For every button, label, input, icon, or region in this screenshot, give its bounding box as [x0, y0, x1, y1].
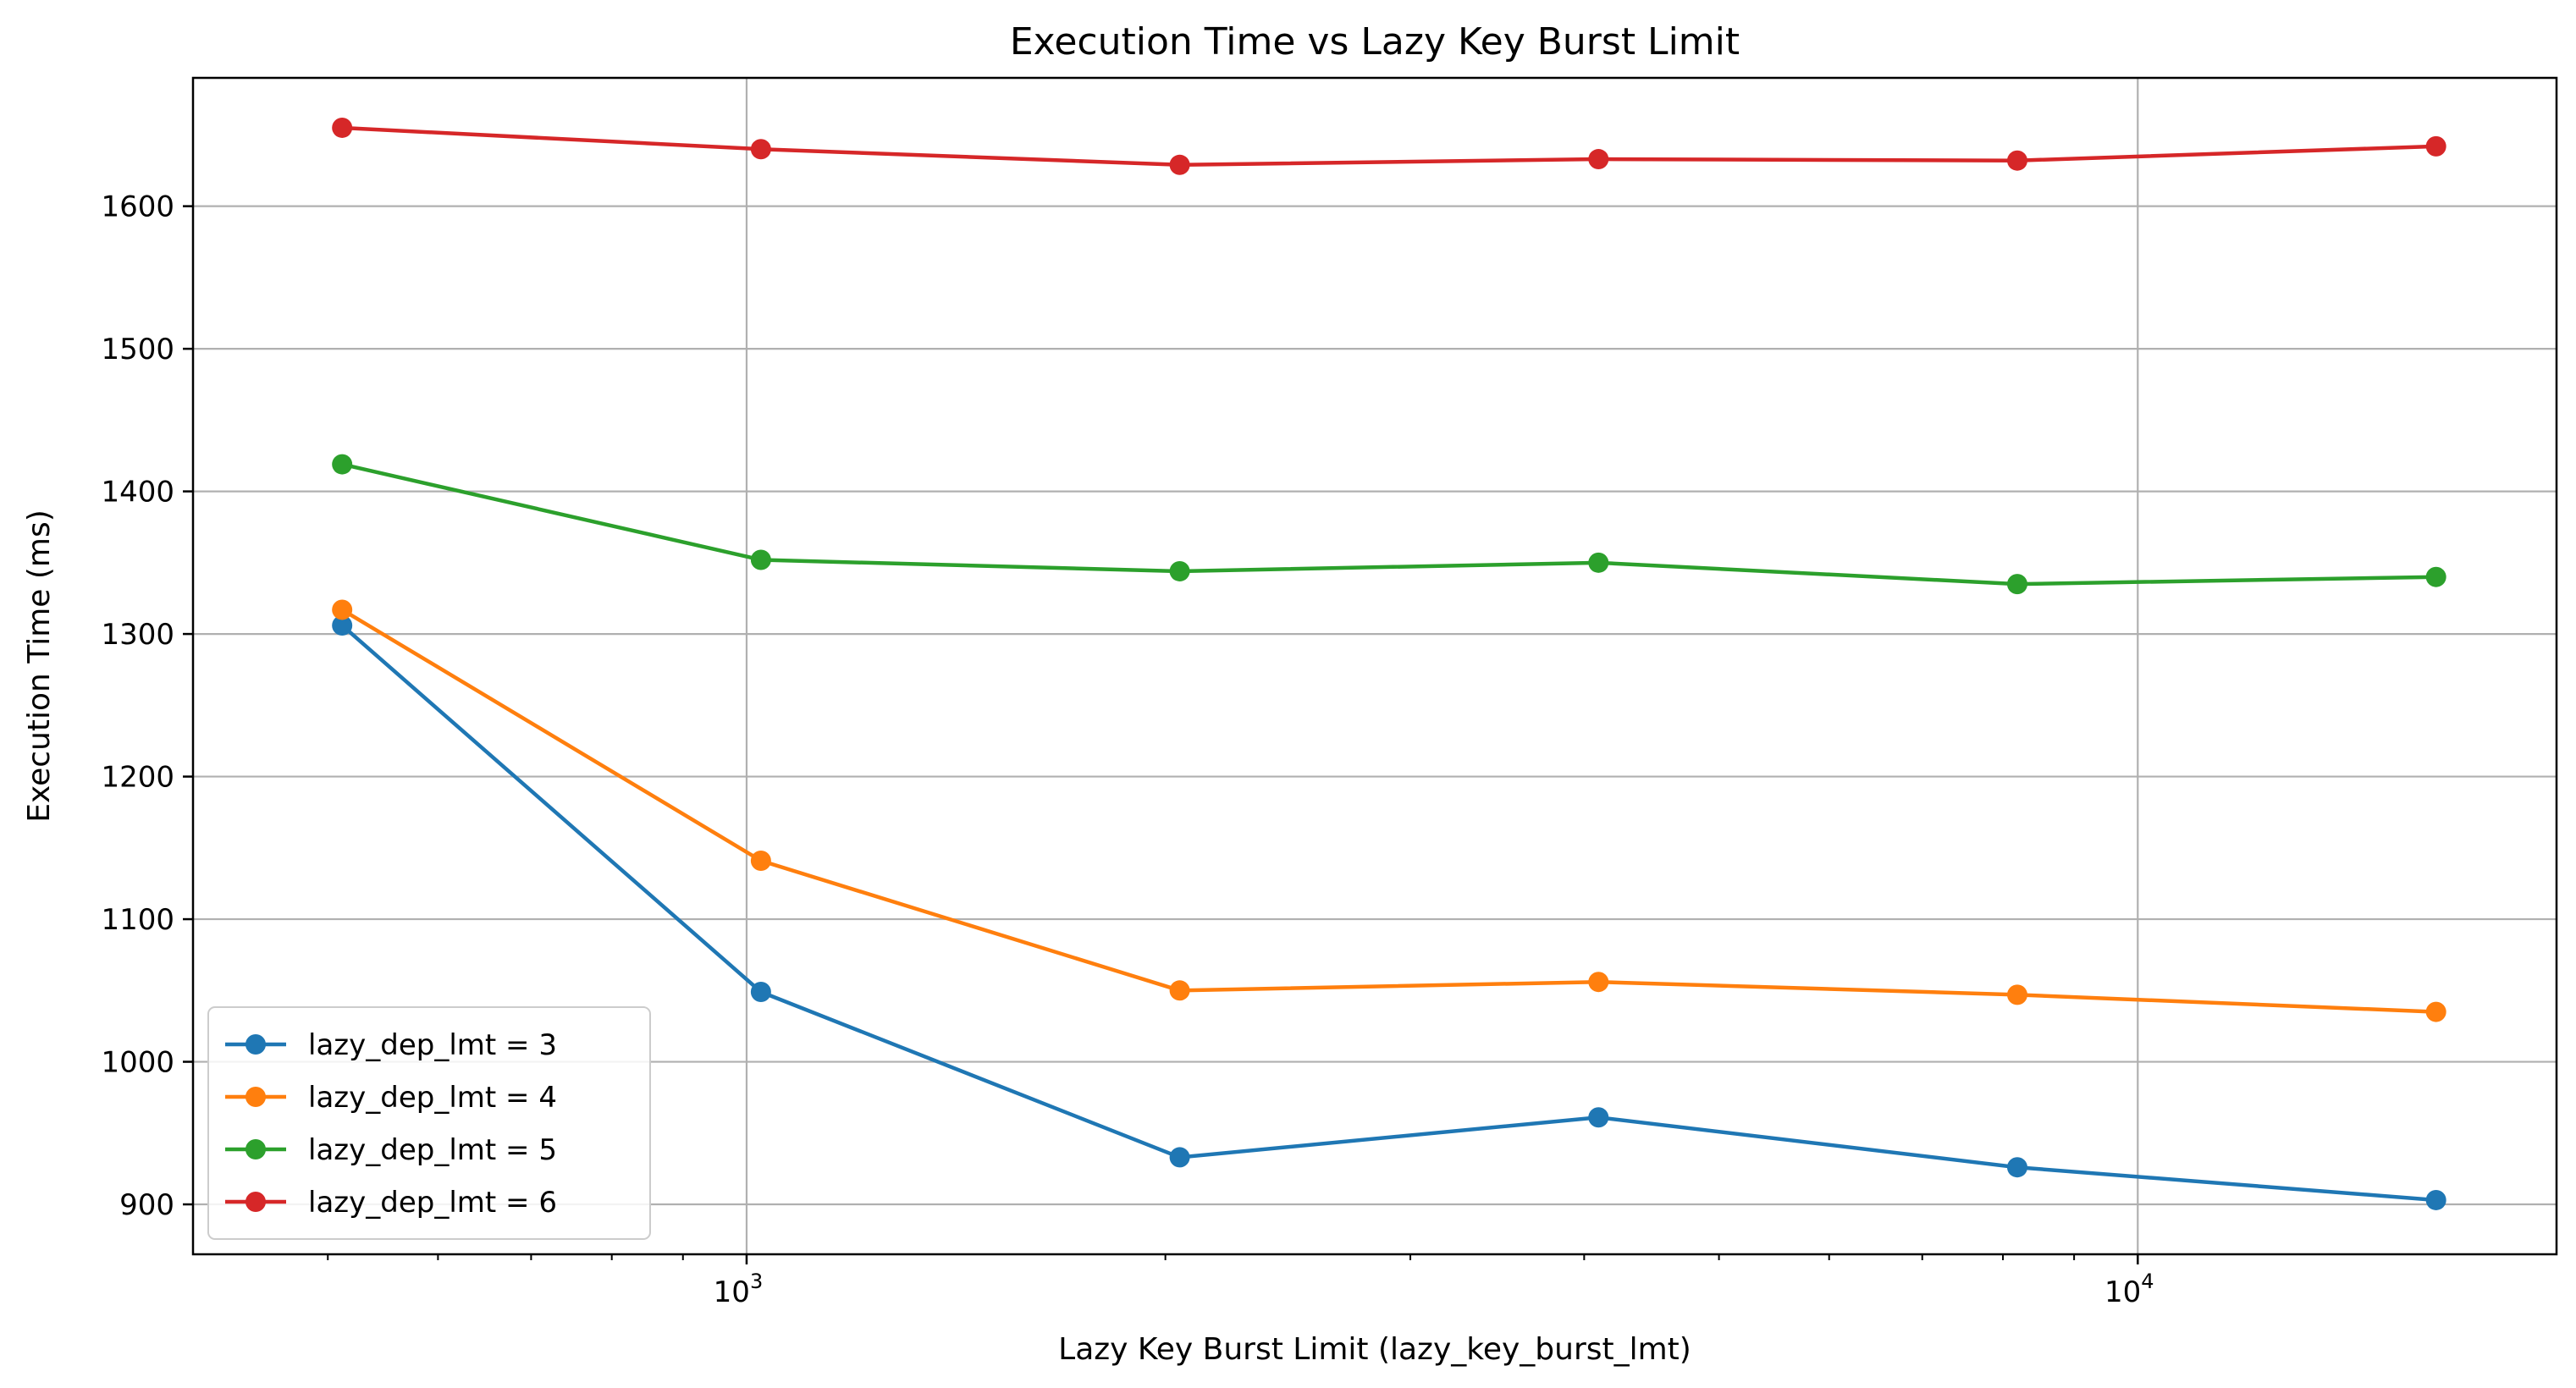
data-point — [2006, 574, 2027, 595]
x-tick-label-exponent: 4 — [2141, 1270, 2154, 1293]
data-point — [2006, 984, 2027, 1005]
series-line-2 — [341, 608, 2436, 1014]
y-tick-label: 1500 — [101, 333, 174, 366]
legend-label: lazy_dep_lmt = 6 — [308, 1186, 557, 1220]
data-point — [1588, 1107, 1609, 1128]
data-point — [1588, 972, 1609, 993]
x-tick-label-base: 10 — [2104, 1275, 2141, 1309]
data-point — [2425, 1001, 2446, 1022]
series-line-3 — [341, 462, 2436, 587]
x-tick-label-base: 10 — [714, 1275, 750, 1309]
legend: lazy_dep_lmt = 3 lazy_dep_lmt = 4 lazy_dep… — [207, 1006, 651, 1240]
legend-item: lazy_dep_lmt = 6 — [225, 1186, 557, 1220]
legend-marker — [245, 1192, 266, 1212]
x-axis-label: Lazy Key Burst Limit (lazy_key_burst_lmt… — [1058, 1332, 1691, 1367]
data-point — [2006, 150, 2027, 171]
data-point — [1169, 980, 1190, 1001]
data-point — [1169, 154, 1190, 175]
data-point — [2425, 566, 2446, 587]
series-line-1 — [340, 624, 2436, 1203]
data-point — [2006, 1157, 2027, 1178]
legend-marker — [245, 1034, 266, 1055]
data-point — [332, 117, 353, 138]
data-point — [1169, 1147, 1190, 1168]
legend-item: lazy_dep_lmt = 4 — [225, 1081, 557, 1115]
y-axis-label: Execution Time (ms) — [22, 509, 57, 823]
data-point — [1588, 552, 1609, 573]
y-tick-label: 1300 — [101, 618, 174, 652]
y-tick-label: 1200 — [101, 761, 174, 795]
y-tick-label: 1000 — [101, 1046, 174, 1080]
legend-item: lazy_dep_lmt = 3 — [225, 1028, 557, 1062]
data-point — [750, 850, 771, 871]
data-point — [332, 599, 353, 620]
data-point — [750, 981, 771, 1002]
series-lines — [332, 117, 2446, 1210]
legend-box — [207, 1006, 651, 1240]
legend-marker — [245, 1139, 266, 1159]
x-tick-label-exponent: 3 — [750, 1270, 763, 1293]
data-point — [2425, 1189, 2446, 1210]
data-point — [750, 139, 771, 160]
legend-marker — [245, 1087, 266, 1107]
data-point — [332, 454, 353, 475]
legend-label: lazy_dep_lmt = 3 — [308, 1028, 557, 1062]
data-point — [750, 549, 771, 570]
data-point — [1169, 560, 1190, 581]
legend-label: lazy_dep_lmt = 4 — [308, 1081, 557, 1115]
legend-label: lazy_dep_lmt = 5 — [308, 1133, 557, 1167]
x-tick-label: 103 — [714, 1270, 764, 1309]
data-point — [2425, 135, 2446, 157]
series-line-4 — [342, 125, 2436, 168]
data-point — [1588, 149, 1609, 170]
data-point — [332, 614, 353, 636]
chart-title: Execution Time vs Lazy Key Burst Limit — [1010, 20, 1740, 63]
legend-item: lazy_dep_lmt = 5 — [225, 1133, 557, 1167]
y-tick-label: 1400 — [101, 476, 174, 509]
y-tick-label: 900 — [119, 1188, 174, 1222]
y-tick-label: 1100 — [101, 903, 174, 937]
plot-frame — [191, 76, 2558, 1256]
y-tick-label: 1600 — [101, 190, 174, 224]
x-tick-label: 104 — [2104, 1270, 2154, 1309]
